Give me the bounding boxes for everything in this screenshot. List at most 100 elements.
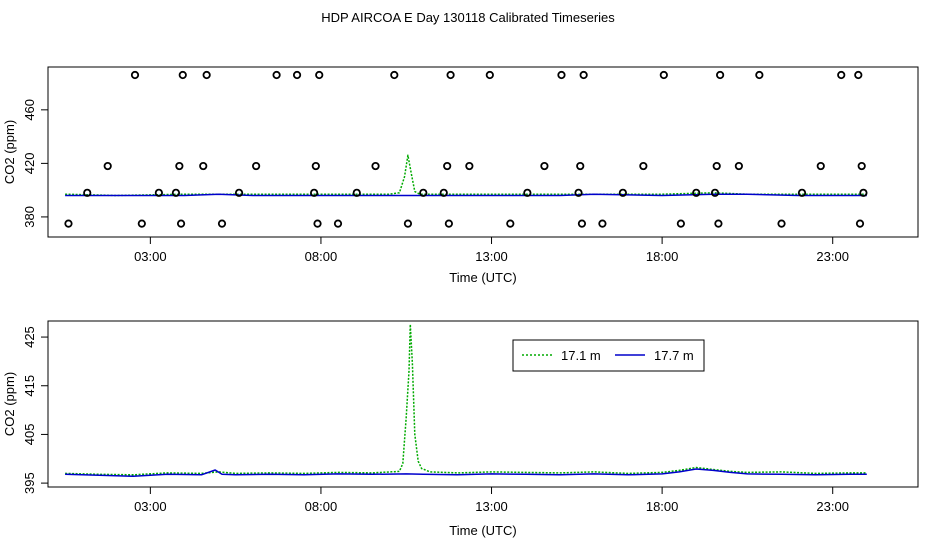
scatter-point bbox=[755, 70, 764, 80]
x-tick-label: 23:00 bbox=[816, 249, 849, 264]
scatter-point bbox=[199, 161, 208, 171]
legend-label-series-2: 17.7 m bbox=[654, 348, 694, 363]
panel-2-xlabel: Time (UTC) bbox=[449, 523, 516, 538]
x-tick-label: 03:00 bbox=[134, 499, 167, 514]
scatter-point bbox=[854, 70, 863, 80]
panel-1-plot-area bbox=[47, 66, 919, 238]
scatter-point bbox=[446, 70, 455, 80]
y-tick-label: 460 bbox=[22, 99, 37, 121]
scatter-point bbox=[175, 161, 184, 171]
scatter-point bbox=[676, 219, 685, 228]
scatter-point bbox=[202, 70, 211, 80]
series-line-2 bbox=[65, 468, 867, 478]
legend-box bbox=[512, 339, 705, 372]
scatter-point bbox=[234, 188, 244, 197]
y-tick-label: 420 bbox=[22, 153, 37, 175]
scatter-point bbox=[777, 219, 786, 228]
panel-1: 03:00 08:00 13:00 18:00 23:00 380 420 460 Time … bbox=[2, 66, 919, 285]
scatter-point bbox=[639, 161, 648, 171]
scatter-point bbox=[797, 188, 807, 197]
series-line-1 bbox=[65, 323, 867, 476]
scatter-point bbox=[855, 219, 865, 228]
scatter-point bbox=[712, 161, 721, 171]
scatter-point bbox=[577, 219, 587, 228]
scatter-point bbox=[598, 219, 607, 228]
panel-2-series bbox=[65, 323, 867, 478]
scatter-point bbox=[178, 70, 187, 80]
scatter-point bbox=[171, 188, 181, 197]
legend: 17.1 m 17.7 m bbox=[512, 339, 705, 372]
panel-2-plot-area bbox=[47, 320, 919, 488]
y-tick-label: 395 bbox=[22, 472, 37, 494]
scatter-point bbox=[576, 161, 585, 171]
x-tick-label: 18:00 bbox=[646, 249, 679, 264]
scatter-point bbox=[506, 219, 515, 228]
scatter-point bbox=[714, 219, 723, 228]
x-tick-label: 23:00 bbox=[816, 499, 849, 514]
scatter-point bbox=[734, 161, 743, 171]
scatter-point bbox=[659, 70, 668, 80]
panel-1-series bbox=[64, 70, 868, 228]
scatter-point bbox=[352, 188, 361, 197]
series-line-1 bbox=[65, 154, 867, 197]
scatter-point bbox=[618, 188, 627, 197]
panel-1-ylabel: CO2 (ppm) bbox=[2, 120, 17, 184]
figure-title: HDP AIRCOA E Day 130118 Calibrated Times… bbox=[321, 10, 615, 25]
scatter-point bbox=[292, 70, 302, 80]
scatter-point bbox=[403, 219, 413, 228]
panel-1-ticks: 03:00 08:00 13:00 18:00 23:00 380 420 460 bbox=[22, 99, 849, 264]
y-tick-label: 425 bbox=[22, 326, 37, 348]
scatter-point bbox=[523, 188, 532, 197]
x-tick-label: 13:00 bbox=[475, 499, 508, 514]
scatter-point bbox=[859, 188, 868, 197]
scatter-point bbox=[465, 161, 474, 171]
scatter-point bbox=[137, 219, 146, 228]
legend-label-series-1: 17.1 m bbox=[561, 348, 601, 363]
x-tick-label: 18:00 bbox=[646, 499, 679, 514]
scatter-point bbox=[103, 161, 112, 171]
panel-2-ticks: 03:00 08:00 13:00 18:00 23:00 395 405 415 425 bbox=[22, 326, 849, 514]
y-tick-label: 405 bbox=[22, 424, 37, 446]
scatter-point bbox=[579, 70, 588, 80]
x-tick-label: 08:00 bbox=[305, 499, 338, 514]
scatter-point bbox=[310, 188, 319, 197]
scatter-point bbox=[443, 161, 452, 171]
scatter-point bbox=[557, 70, 566, 80]
scatter-point bbox=[857, 161, 866, 171]
panel-2-ylabel: CO2 (ppm) bbox=[2, 372, 17, 436]
scatter-point bbox=[217, 219, 227, 228]
scatter-point bbox=[154, 188, 163, 197]
scatter-point bbox=[419, 188, 428, 197]
scatter-point bbox=[252, 161, 261, 171]
scatter-point bbox=[710, 188, 720, 197]
scatter-point bbox=[692, 188, 701, 197]
scatter-point bbox=[574, 188, 583, 197]
scatter-point bbox=[315, 70, 324, 80]
x-tick-label: 08:00 bbox=[305, 249, 338, 264]
scatter-point bbox=[272, 70, 281, 80]
x-tick-label: 03:00 bbox=[134, 249, 167, 264]
scatter-point bbox=[485, 70, 494, 80]
scatter-point bbox=[444, 219, 453, 228]
scatter-point bbox=[130, 70, 140, 80]
scatter-point bbox=[64, 219, 73, 228]
scatter-point bbox=[176, 219, 186, 228]
scatter-point bbox=[83, 188, 92, 197]
scatter-point bbox=[439, 188, 448, 197]
scatter-point bbox=[371, 161, 380, 171]
scatter-point bbox=[390, 70, 399, 80]
x-tick-label: 13:00 bbox=[475, 249, 508, 264]
panel-1-xlabel: Time (UTC) bbox=[449, 270, 516, 285]
series-line-2 bbox=[65, 193, 867, 197]
panel-2: 03:00 08:00 13:00 18:00 23:00 395 405 415 425 Ti… bbox=[2, 320, 919, 538]
scatter-point bbox=[540, 161, 549, 171]
scatter-point bbox=[837, 70, 846, 80]
y-tick-label: 415 bbox=[22, 375, 37, 397]
scatter-point bbox=[816, 161, 825, 171]
scatter-point bbox=[311, 161, 320, 171]
y-tick-label: 380 bbox=[22, 206, 37, 228]
scatter-point bbox=[313, 219, 322, 228]
scatter-point bbox=[716, 70, 725, 80]
scatter-point bbox=[333, 219, 343, 228]
